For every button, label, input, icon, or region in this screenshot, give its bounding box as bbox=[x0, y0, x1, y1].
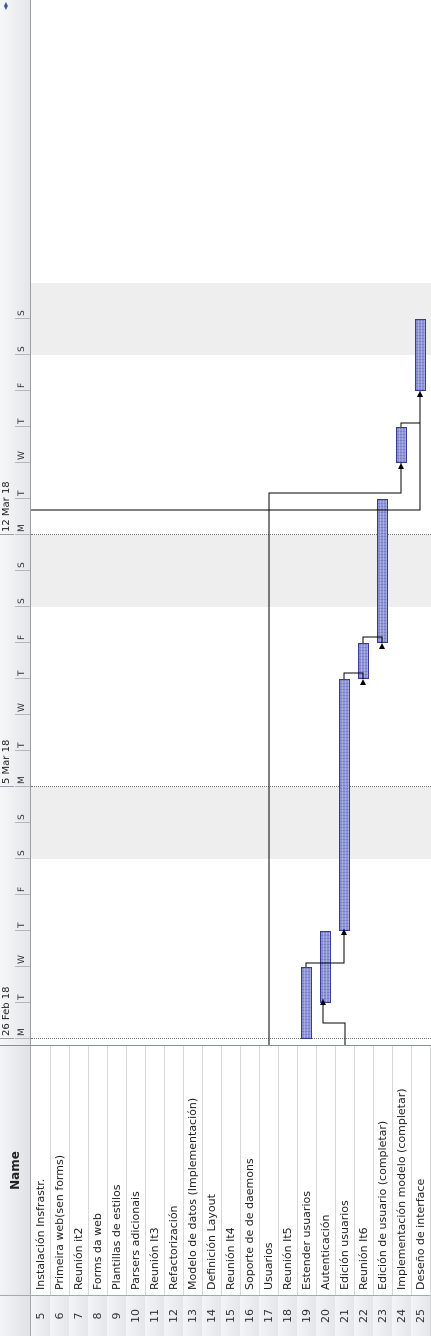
task-name[interactable]: Soporte de de daemons bbox=[243, 1158, 256, 1290]
arrow-head bbox=[341, 929, 347, 935]
task-name[interactable]: Modelo de datos (Implementación) bbox=[186, 1097, 199, 1290]
task-id: 18 bbox=[278, 1295, 297, 1336]
task-name[interactable]: Deseño de interface bbox=[414, 1178, 427, 1290]
table-row[interactable]: 19 Estender usuarios bbox=[297, 1046, 317, 1336]
dependency-link bbox=[343, 672, 364, 679]
task-name[interactable]: Autenticación bbox=[319, 1214, 332, 1290]
task-name[interactable]: Refactorización bbox=[167, 1205, 180, 1290]
task-name[interactable]: Estender usuarios bbox=[300, 1191, 313, 1290]
task-id: 14 bbox=[202, 1295, 221, 1336]
task-id: 25 bbox=[411, 1295, 430, 1336]
task-name[interactable]: Parsers adicionais bbox=[129, 1191, 142, 1290]
task-table: Name 5 Instalación Insfrastr. 6 Primeira we… bbox=[0, 1045, 431, 1336]
name-column-header[interactable]: Name bbox=[8, 1151, 22, 1190]
task-id: 19 bbox=[297, 1295, 316, 1336]
task-id: 7 bbox=[69, 1295, 88, 1336]
task-id: 15 bbox=[221, 1295, 240, 1336]
task-id: 10 bbox=[126, 1295, 145, 1336]
table-row[interactable]: 10 Parsers adicionais bbox=[126, 1046, 146, 1336]
table-row[interactable]: 20 Autenticación bbox=[316, 1046, 336, 1336]
task-name[interactable]: Usuarios bbox=[262, 1242, 275, 1290]
arrow-head bbox=[379, 643, 385, 649]
table-row[interactable]: 9 Plantillas de estilos bbox=[107, 1046, 127, 1336]
table-row[interactable]: 15 Reunión It4 bbox=[221, 1046, 241, 1336]
table-row[interactable]: 14 Definición Layout bbox=[202, 1046, 222, 1336]
table-row[interactable]: 16 Soporte de de daemons bbox=[240, 1046, 260, 1336]
table-row[interactable]: 12 Refactorización bbox=[164, 1046, 184, 1336]
table-row[interactable]: 13 Modelo de datos (Implementación) bbox=[183, 1046, 203, 1336]
task-name[interactable]: Edición de usuario (completar) bbox=[376, 1120, 389, 1290]
task-id: 21 bbox=[335, 1295, 354, 1336]
task-name[interactable]: Implementación modelo (completar) bbox=[395, 1088, 408, 1290]
task-name[interactable]: Reunión It3 bbox=[148, 1227, 161, 1290]
task-id: 16 bbox=[240, 1295, 259, 1336]
table-row[interactable]: 22 Reunión It6 bbox=[354, 1046, 374, 1336]
task-name[interactable]: Edición usuarios bbox=[338, 1200, 351, 1290]
task-id: 6 bbox=[50, 1295, 69, 1336]
task-id: 24 bbox=[392, 1295, 411, 1336]
task-name[interactable]: Reunión It4 bbox=[224, 1227, 237, 1290]
task-id: 9 bbox=[107, 1295, 126, 1336]
dependency-link bbox=[400, 391, 421, 427]
table-row[interactable]: 5 Instalación Insfrastr. bbox=[31, 1046, 51, 1336]
task-id: 5 bbox=[31, 1295, 50, 1336]
task-id: 23 bbox=[373, 1295, 392, 1336]
table-row[interactable]: 23 Edición de usuario (completar) bbox=[373, 1046, 393, 1336]
dependency-link bbox=[322, 999, 346, 1045]
task-id: 13 bbox=[183, 1295, 202, 1336]
table-row[interactable]: 17 Usuarios bbox=[259, 1046, 279, 1336]
arrow-head bbox=[360, 679, 366, 685]
task-id: 11 bbox=[145, 1295, 164, 1336]
task-name[interactable]: Definición Layout bbox=[205, 1194, 218, 1290]
task-name[interactable]: Instalación Insfrastr. bbox=[34, 1178, 47, 1290]
dependency-link bbox=[31, 391, 421, 511]
task-name[interactable]: Forms da web bbox=[91, 1213, 104, 1290]
table-row[interactable]: 25 Deseño de interface bbox=[411, 1046, 431, 1336]
table-row[interactable]: 8 Forms da web bbox=[88, 1046, 108, 1336]
table-row[interactable]: 21 Edición usuarios bbox=[335, 1046, 355, 1336]
dependency-link bbox=[268, 463, 402, 1045]
task-id: 17 bbox=[259, 1295, 278, 1336]
table-header: Name bbox=[0, 1046, 31, 1336]
task-name[interactable]: Reunión It6 bbox=[357, 1227, 370, 1290]
task-id: 20 bbox=[316, 1295, 335, 1336]
task-id: 22 bbox=[354, 1295, 373, 1336]
table-row[interactable]: 11 Reunión It3 bbox=[145, 1046, 165, 1336]
arrow-head bbox=[417, 391, 423, 397]
dependency-link bbox=[305, 929, 345, 967]
dependency-link bbox=[362, 636, 383, 643]
table-row[interactable]: 7 Reunión it2 bbox=[69, 1046, 89, 1336]
arrow-head bbox=[320, 999, 326, 1005]
task-name[interactable]: Reunión It5 bbox=[281, 1227, 294, 1290]
arrow-head bbox=[398, 463, 404, 469]
task-id: 8 bbox=[88, 1295, 107, 1336]
table-row[interactable]: 24 Implementación modelo (completar) bbox=[392, 1046, 412, 1336]
dependency-arrows bbox=[31, 391, 423, 1045]
gantt-chart: 26 Feb 18 5 Mar 18 12 Mar 18 M T W T F S S M T W T F S S… bbox=[0, 0, 431, 1045]
task-name[interactable]: Primeira web(sen forms) bbox=[53, 1155, 66, 1290]
table-row[interactable]: 18 Reunión It5 bbox=[278, 1046, 298, 1336]
task-id: 12 bbox=[164, 1295, 183, 1336]
task-name[interactable]: Plantillas de estilos bbox=[110, 1184, 123, 1290]
task-name[interactable]: Reunión it2 bbox=[72, 1227, 85, 1290]
id-column-header[interactable] bbox=[0, 1295, 30, 1336]
table-row[interactable]: 6 Primeira web(sen forms) bbox=[50, 1046, 70, 1336]
